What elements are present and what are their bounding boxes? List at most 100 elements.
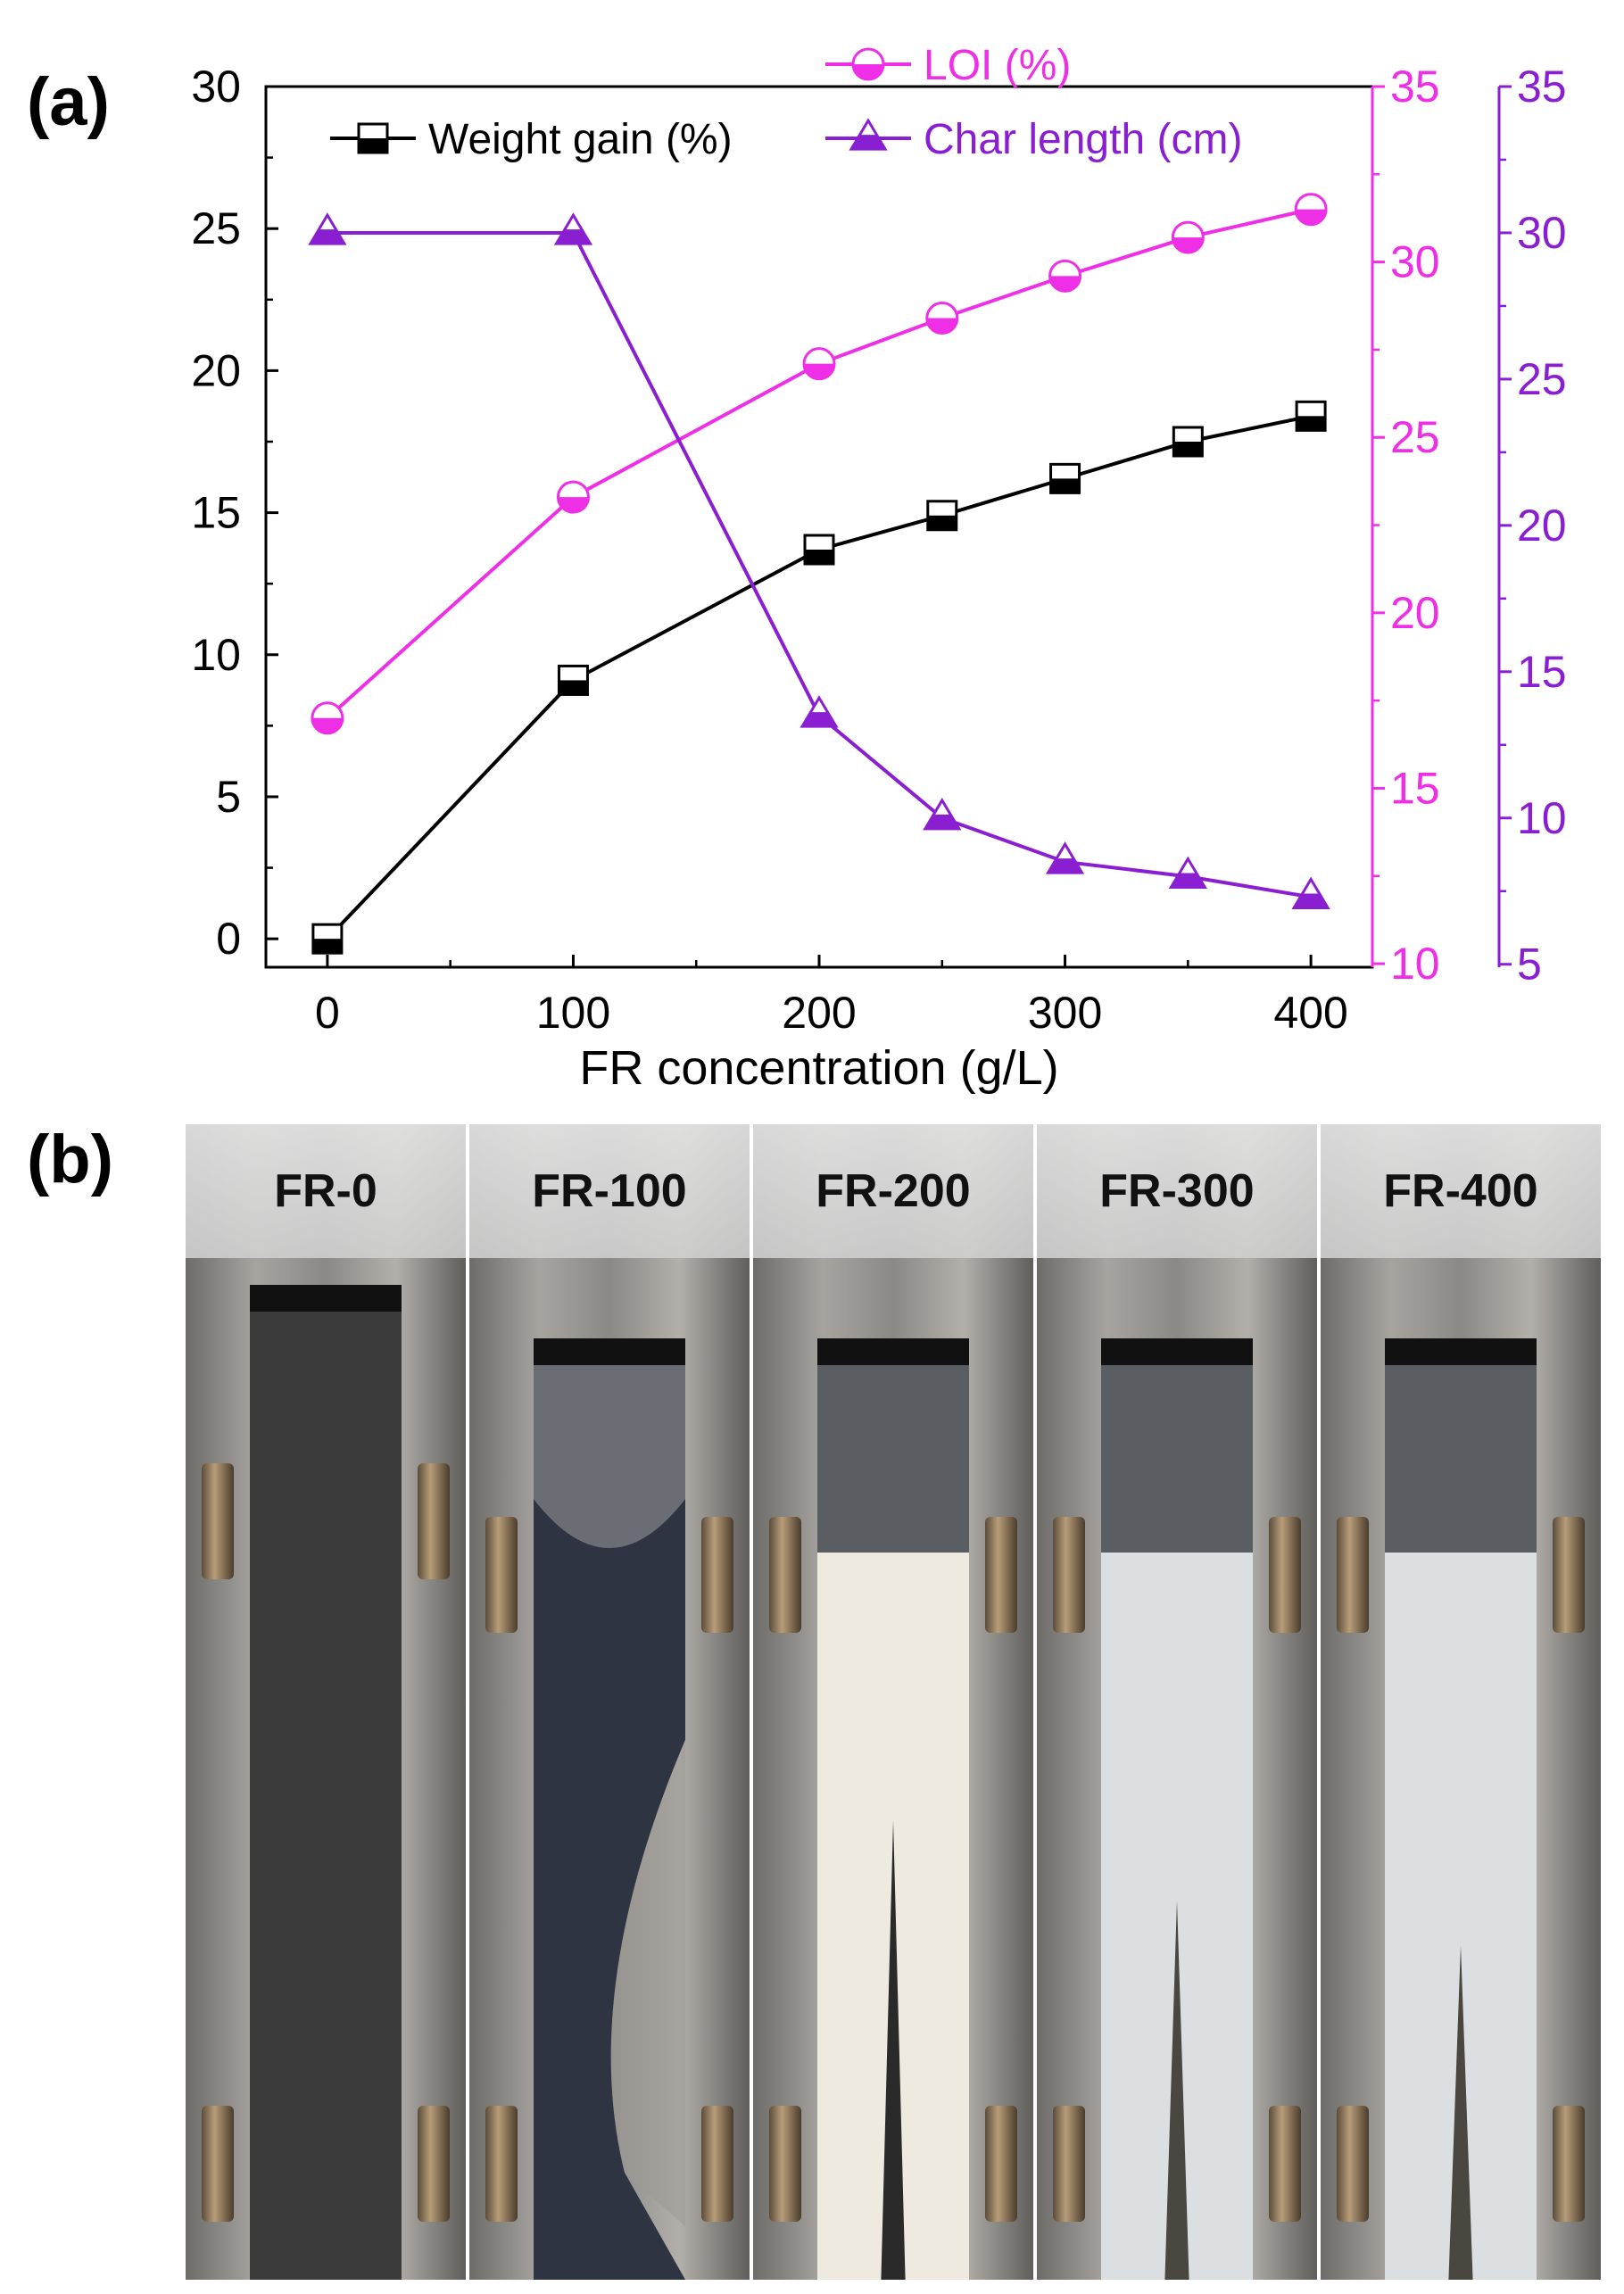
- left-tick-label: 5: [216, 772, 241, 822]
- series-2-point: [1291, 876, 1330, 909]
- series-1-point: [802, 347, 836, 381]
- clamp: [1553, 1517, 1585, 1633]
- x-tick-label: 0: [315, 988, 340, 1038]
- char-tick-label: 15: [1517, 647, 1567, 697]
- series-layer: [308, 193, 1330, 955]
- loi-tick-label: 30: [1390, 237, 1440, 287]
- char-tick-label: 35: [1517, 62, 1567, 112]
- loi-y-axis: 10 15 20 25 30 35: [1371, 62, 1440, 989]
- loi-tick-label: 35: [1390, 62, 1440, 112]
- clamp: [1269, 2106, 1301, 2222]
- series-1-point: [1171, 220, 1205, 254]
- clamp: [485, 2106, 518, 2222]
- legend-marker: [357, 122, 389, 154]
- loi-tick-label: 20: [1390, 588, 1440, 638]
- x-axis-title: FR concentration (g/L): [579, 1041, 1058, 1095]
- char-tick-label: 5: [1517, 940, 1542, 990]
- legend-label: Weight gain (%): [428, 116, 733, 163]
- photo-label-band: [753, 1124, 1033, 1258]
- clamp: [1053, 2106, 1085, 2222]
- photo-label: FR-0: [274, 1165, 377, 1217]
- legend-marker: [851, 47, 885, 81]
- series-1-point: [311, 701, 344, 735]
- clamp: [1053, 1517, 1085, 1633]
- series-1-point: [1294, 193, 1328, 227]
- series-2-point: [308, 212, 347, 245]
- left-tick-label: 25: [191, 203, 241, 253]
- char-v-mark: [1448, 1945, 1473, 2280]
- clamp: [1337, 2106, 1369, 2222]
- photo-fr-400: FR-400: [1321, 1124, 1601, 2280]
- exposed-holder: [610, 1740, 685, 2226]
- photo-fr-200: FR-200: [753, 1124, 1033, 2280]
- series-0-point: [1049, 462, 1081, 494]
- clamp: [985, 2106, 1017, 2222]
- series-2-point: [1168, 856, 1207, 890]
- photo-fr-0: FR-0: [186, 1124, 466, 2280]
- photo-label-band: [1321, 1124, 1601, 1258]
- photo-label: FR-100: [532, 1165, 686, 1217]
- char-length-y-axis: 5 10 15 20 25 30 35: [1497, 62, 1567, 990]
- series-1-point: [556, 480, 590, 514]
- left-tick-label: 10: [191, 630, 241, 680]
- left-tick-label: 0: [216, 914, 241, 964]
- left-tick-label: 15: [191, 488, 241, 538]
- series-line-0: [326, 414, 1312, 940]
- left-y-axis: 0 5 10 15 20 25 30: [191, 62, 278, 964]
- clamp: [701, 1517, 733, 1633]
- clip-edge: [1101, 1338, 1253, 1365]
- photo-label: FR-200: [816, 1165, 970, 1217]
- clamp: [769, 2106, 801, 2222]
- unburned-top: [1101, 1365, 1253, 1553]
- series-2-point: [800, 695, 839, 728]
- series-0-point: [311, 923, 344, 955]
- series-0-point: [1172, 426, 1204, 458]
- unburned-top: [1385, 1365, 1537, 1553]
- char-tick-label: 25: [1517, 354, 1567, 404]
- series-2-point: [1045, 841, 1085, 874]
- charred-fabric: [250, 1312, 402, 2280]
- clamp: [202, 1463, 234, 1579]
- clamp: [485, 1517, 518, 1633]
- unburned-top: [534, 1365, 685, 1553]
- series-0-point: [803, 534, 835, 566]
- loi-tick-label: 25: [1390, 412, 1440, 462]
- panel-b-label: (b): [27, 1122, 113, 1197]
- char-tick-label: 10: [1517, 793, 1567, 843]
- char-v-mark: [1164, 1901, 1189, 2280]
- clip-edge: [817, 1338, 969, 1365]
- series-1-point: [1048, 259, 1082, 293]
- clip-edge: [1385, 1338, 1537, 1365]
- x-tick-label: 200: [782, 988, 856, 1038]
- legend: Weight gain (%) LOI (%) Char length (cm): [330, 42, 1242, 163]
- photo-label-band: [469, 1124, 750, 1258]
- photo-label: FR-400: [1383, 1165, 1537, 1217]
- clamp: [701, 2106, 733, 2222]
- legend-label: LOI (%): [924, 42, 1071, 89]
- clamp: [418, 2106, 450, 2222]
- x-tick-label: 400: [1273, 988, 1347, 1038]
- charred-fabric: [534, 1499, 685, 2280]
- char-tick-label: 30: [1517, 208, 1567, 258]
- photo-fr-300: FR-300: [1037, 1124, 1317, 2280]
- x-tick-label: 300: [1028, 988, 1102, 1038]
- char-v-mark: [881, 1820, 906, 2280]
- clamp: [985, 1517, 1017, 1633]
- clamp: [1337, 1517, 1369, 1633]
- clamp: [1553, 2106, 1585, 2222]
- panel-a-label: (a): [27, 64, 110, 140]
- sample-photos: FR-0 FR-100 FR-200 FR-300 FR-400: [186, 1124, 1601, 2280]
- photo-fr-100: FR-100: [469, 1124, 750, 2280]
- x-axis: 0 100 200 300 400: [315, 955, 1348, 1038]
- x-tick-label: 100: [536, 988, 610, 1038]
- legend-label: Char length (cm): [924, 116, 1242, 163]
- photo-label: FR-300: [1099, 1165, 1254, 1217]
- series-1-point: [925, 302, 959, 335]
- left-tick-label: 30: [191, 62, 241, 112]
- photo-label-band: [186, 1124, 466, 1258]
- clamp: [1269, 1517, 1301, 1633]
- series-0-point: [926, 500, 958, 532]
- series-2-point: [923, 797, 962, 831]
